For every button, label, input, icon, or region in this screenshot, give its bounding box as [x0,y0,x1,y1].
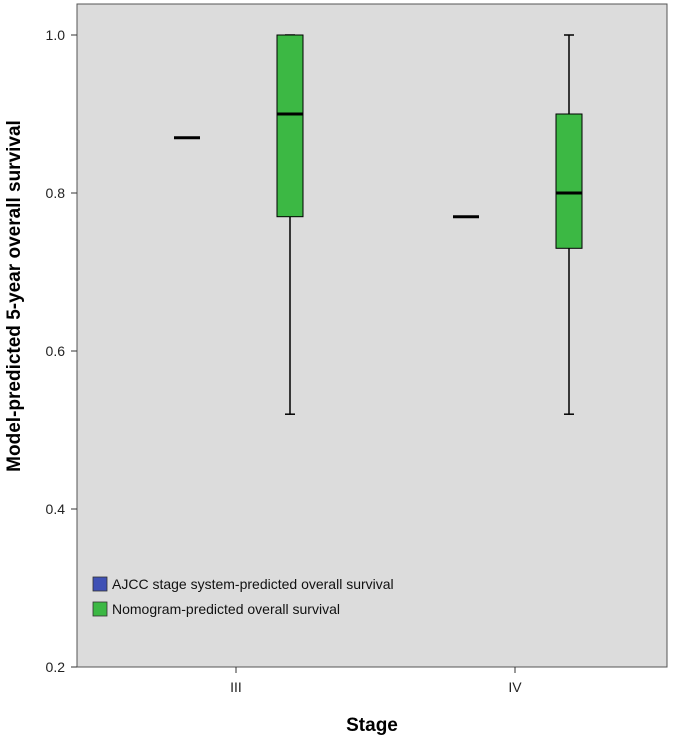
box-body [276,34,304,218]
legend-swatch [92,601,108,617]
y-tick-label: 0.2 [46,659,66,675]
box-nomogram-iv [555,34,583,415]
box-nomogram-iii [276,34,304,415]
y-tick-label: 0.4 [46,501,66,517]
legend-item: AJCC stage system-predicted overall surv… [92,576,394,592]
box-body [555,113,583,249]
legend-swatch [92,576,108,592]
legend: AJCC stage system-predicted overall surv… [92,576,394,617]
plot-area [76,3,668,668]
legend-label: AJCC stage system-predicted overall surv… [112,576,394,592]
y-tick-label: 0.6 [46,343,66,359]
y-axis-title: Model-predicted 5-year overall survival [4,120,25,472]
x-axis-title: Stage [346,715,398,736]
legend-label: Nomogram-predicted overall survival [112,601,340,617]
x-tick-label: IV [508,679,522,695]
legend-item: Nomogram-predicted overall survival [92,601,340,617]
box-series [174,34,583,415]
x-tick-label: III [230,679,242,695]
x-axis: III IV [230,667,522,695]
y-axis: 0.2 0.4 0.6 0.8 1.0 [46,27,77,675]
y-tick-label: 1.0 [46,27,66,43]
y-tick-label: 0.8 [46,185,66,201]
